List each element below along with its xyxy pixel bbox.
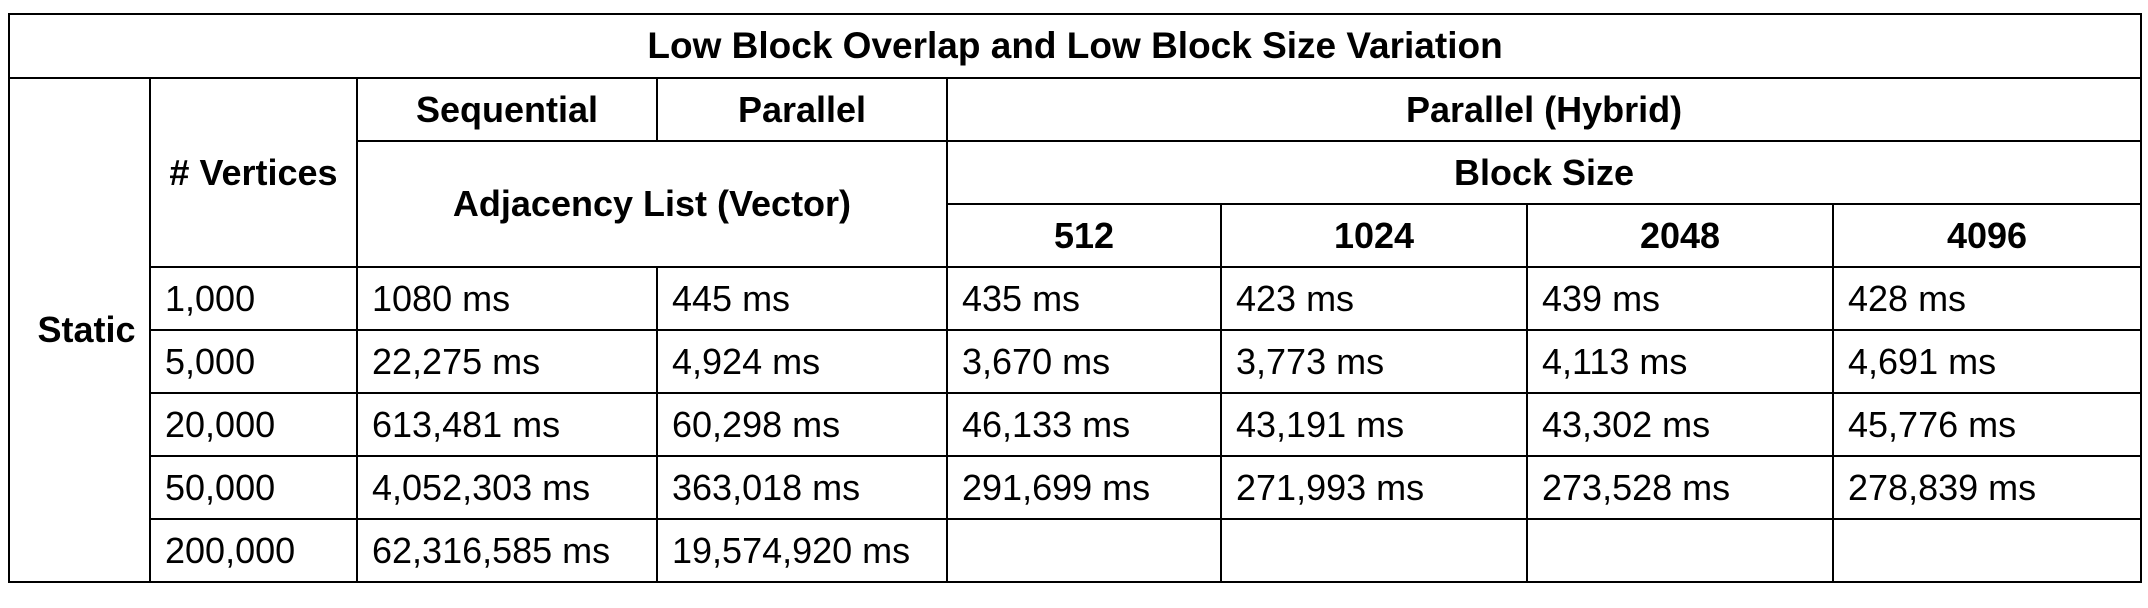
hybrid-1024-cell: 3,773 ms: [1220, 329, 1528, 394]
parallel-cell: 445 ms: [656, 266, 948, 331]
sequential-cell: 22,275 ms: [356, 329, 658, 394]
sequential-cell: 4,052,303 ms: [356, 455, 658, 520]
hybrid-2048-cell: [1526, 518, 1834, 583]
vertices-cell: 20,000: [149, 392, 358, 457]
sequential-cell: 1080 ms: [356, 266, 658, 331]
hybrid-1024-cell: 43,191 ms: [1220, 392, 1528, 457]
sequential-cell: 62,316,585 ms: [356, 518, 658, 583]
hybrid-4096-cell: 45,776 ms: [1831, 392, 2143, 457]
hybrid-2048-cell: 439 ms: [1526, 266, 1834, 331]
header-row-3: 512 1024 2048 4096: [9, 203, 2143, 268]
vertices-cell: 5,000: [149, 329, 358, 394]
hybrid-4096-cell: 428 ms: [1831, 266, 2143, 331]
table-row: 50,000 4,052,303 ms 363,018 ms 291,699 m…: [9, 455, 2143, 520]
hybrid-2048-cell: 4,113 ms: [1526, 329, 1834, 394]
vertices-cell: 50,000: [149, 455, 358, 520]
hybrid-512-cell: 46,133 ms: [946, 392, 1222, 457]
hybrid-2048-cell: 273,528 ms: [1526, 455, 1834, 520]
table-row: 5,000 22,275 ms 4,924 ms 3,670 ms 3,773 …: [9, 329, 2143, 394]
table-row: 200,000 62,316,585 ms 19,574,920 ms: [9, 518, 2143, 583]
sequential-header: Sequential: [356, 77, 658, 142]
block-size-4096-header: 4096: [1831, 203, 2143, 268]
results-table-container: Low Block Overlap and Low Block Size Var…: [7, 13, 2143, 583]
sequential-cell: 613,481 ms: [356, 392, 658, 457]
hybrid-4096-cell: [1831, 518, 2143, 583]
hybrid-1024-cell: 423 ms: [1220, 266, 1528, 331]
parallel-cell: 363,018 ms: [656, 455, 948, 520]
block-size-2048-header: 2048: [1526, 203, 1834, 268]
parallel-header: Parallel: [656, 77, 948, 142]
parallel-hybrid-header: Parallel (Hybrid): [945, 77, 2143, 142]
block-size-512-header: 512: [946, 203, 1222, 268]
hybrid-4096-cell: 4,691 ms: [1831, 329, 2143, 394]
block-size-header: Block Size: [945, 140, 2143, 205]
table-row: 20,000 613,481 ms 60,298 ms 46,133 ms 43…: [9, 392, 2143, 457]
row-group-label-static: Static: [8, 77, 151, 583]
table-title: Low Block Overlap and Low Block Size Var…: [7, 13, 2143, 79]
hybrid-1024-cell: 271,993 ms: [1220, 455, 1528, 520]
parallel-cell: 19,574,920 ms: [656, 518, 948, 583]
hybrid-512-cell: 3,670 ms: [946, 329, 1222, 394]
hybrid-2048-cell: 43,302 ms: [1526, 392, 1834, 457]
block-size-1024-header: 1024: [1220, 203, 1528, 268]
hybrid-512-cell: [946, 518, 1222, 583]
adjacency-list-header: Adjacency List (Vector): [356, 140, 948, 268]
hybrid-512-cell: 291,699 ms: [946, 455, 1222, 520]
hybrid-4096-cell: 278,839 ms: [1831, 455, 2143, 520]
header-row-1: Static # Vertices Sequential Parallel Pa…: [8, 77, 2143, 583]
hybrid-512-cell: 435 ms: [946, 266, 1222, 331]
parallel-cell: 60,298 ms: [656, 392, 948, 457]
title-row: Low Block Overlap and Low Block Size Var…: [7, 13, 2143, 79]
header-row-2: Adjacency List (Vector) Block Size: [9, 140, 2143, 268]
parallel-cell: 4,924 ms: [656, 329, 948, 394]
results-table: Low Block Overlap and Low Block Size Var…: [7, 13, 2143, 583]
vertices-header: # Vertices: [149, 77, 358, 268]
hybrid-1024-cell: [1220, 518, 1528, 583]
table-row: 1,000 1080 ms 445 ms 435 ms 423 ms 439 m…: [9, 266, 2143, 331]
vertices-cell: 200,000: [149, 518, 358, 583]
vertices-cell: 1,000: [149, 266, 358, 331]
